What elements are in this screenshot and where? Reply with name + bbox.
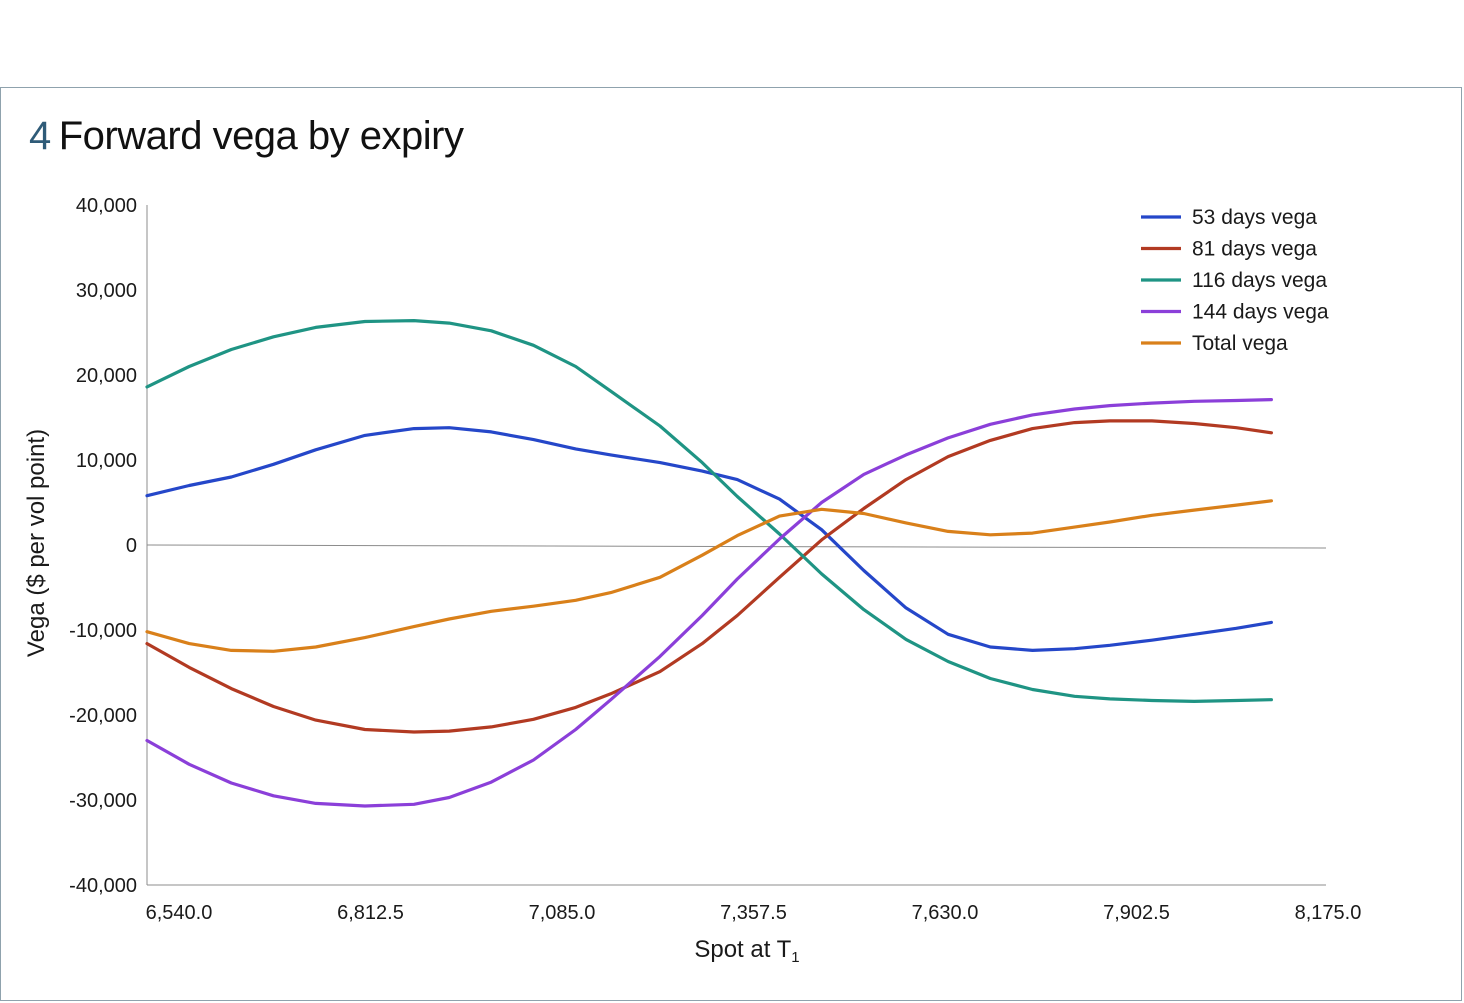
y-tick-label: 10,000 <box>76 450 137 472</box>
zero-line <box>146 544 1327 549</box>
y-tick-label: -10,000 <box>69 620 137 642</box>
legend-label: Total vega <box>1192 332 1288 355</box>
x-tick-label: 6,812.5 <box>337 902 404 924</box>
x-tick-label: 7,085.0 <box>529 902 596 924</box>
y-tick-label: 40,000 <box>76 195 137 217</box>
figure-title: Forward vega by expiry <box>58 114 464 158</box>
y-tick-label: -40,000 <box>69 875 137 897</box>
figure-number: 4 <box>29 114 51 158</box>
series-line-144-days-vega <box>145 398 1274 808</box>
x-tick-label: 8,175.0 <box>1295 902 1362 924</box>
y-axis-label: Vega ($ per vol point) <box>23 429 50 657</box>
y-tick-label: -30,000 <box>69 790 137 812</box>
y-tick-label: -20,000 <box>69 705 137 727</box>
x-tick-label: 7,902.5 <box>1103 902 1170 924</box>
series-line-81-days-vega <box>145 419 1274 734</box>
y-tick-label: 30,000 <box>76 280 137 302</box>
x-axis-label: Spot at T1 <box>694 936 799 966</box>
x-tick-label: 7,630.0 <box>912 902 979 924</box>
legend-label: 53 days vega <box>1192 206 1317 229</box>
series-line-53-days-vega <box>145 426 1274 653</box>
y-tick-label: 20,000 <box>76 365 137 387</box>
x-tick-label: 6,540.0 <box>146 902 213 924</box>
x-tick-label: 7,357.5 <box>720 902 787 924</box>
legend-label: 144 days vega <box>1192 301 1329 324</box>
series-layer <box>145 319 1274 808</box>
y-tick-label: 0 <box>126 535 137 557</box>
legend-label: 81 days vega <box>1192 238 1317 261</box>
figure-frame <box>0 87 1462 1001</box>
legend: 53 days vega 81 days vega 116 days vega 144… <box>1141 206 1329 355</box>
legend-label: 116 days vega <box>1192 269 1327 292</box>
chart-title: 4 Forward vega by expiry <box>29 110 464 162</box>
x-axis-label-main: Spot at T <box>694 936 791 963</box>
axes-layer: 40,000 30,000 20,000 10,000 0 -10,000 -20,000 -… <box>69 195 1361 924</box>
series-line-116-days-vega <box>145 319 1274 704</box>
x-axis-label-subscript: 1 <box>791 949 799 966</box>
series-line-total-vega <box>145 499 1274 653</box>
